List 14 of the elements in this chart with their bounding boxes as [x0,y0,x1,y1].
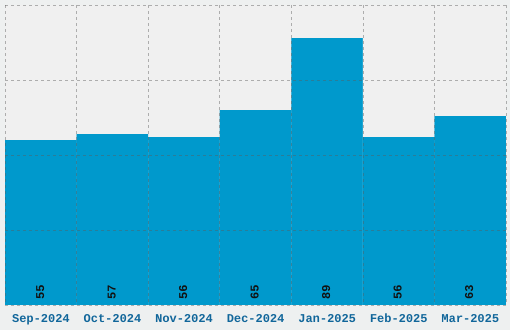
data-label: 55 [34,284,48,299]
data-label: 56 [176,284,191,299]
x-tick-label: Mar-2025 [441,312,500,326]
data-label: 89 [320,284,334,299]
x-tick-label: Sep-2024 [12,312,70,326]
x-tick-label: Nov-2024 [155,312,213,326]
x-tick-label: Jan-2025 [298,312,356,326]
x-tick-label: Dec-2024 [226,312,284,326]
data-label: 63 [463,284,478,299]
x-tick-label: Oct-2024 [84,312,142,326]
data-label: 65 [248,284,262,299]
data-label: 57 [105,284,120,299]
data-label: 56 [392,284,406,299]
x-tick-label: Feb-2025 [370,312,428,326]
